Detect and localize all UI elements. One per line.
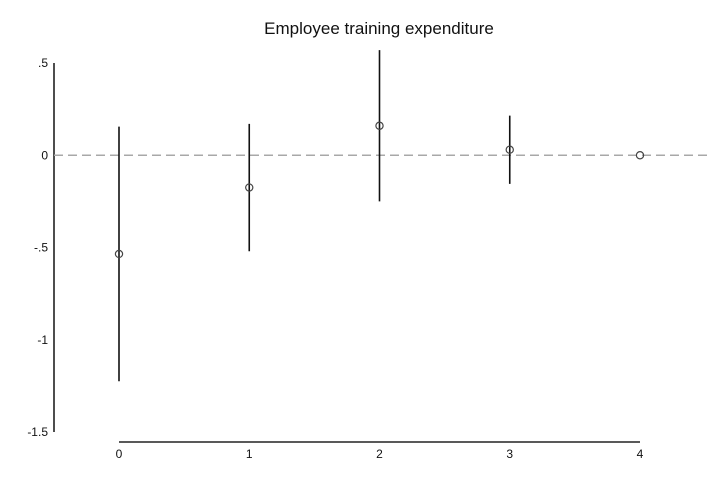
y-tick-label: -1.5 [27, 425, 48, 439]
y-tick-label: .5 [38, 56, 48, 70]
y-tick-labels: .5 0 -.5 -1 -1.5 [27, 56, 48, 439]
point-estimate [505, 145, 514, 154]
y-tick-label: -1 [37, 333, 48, 347]
y-tick-label: -.5 [34, 241, 48, 255]
x-tick-label: 0 [116, 447, 123, 461]
y-tick-label: 0 [41, 148, 48, 162]
x-tick-label: 1 [246, 447, 253, 461]
point-estimate [375, 121, 384, 130]
point-estimate [245, 183, 254, 192]
x-tick-labels: 0 1 2 3 4 [116, 447, 644, 461]
x-tick-label: 4 [637, 447, 644, 461]
point-estimate [114, 249, 124, 259]
point-estimate [635, 151, 645, 160]
x-tick-label: 2 [376, 447, 383, 461]
chart-title: Employee training expenditure [264, 19, 494, 38]
x-tick-label: 3 [506, 447, 513, 461]
estimates-with-confidence-intervals [114, 50, 645, 382]
